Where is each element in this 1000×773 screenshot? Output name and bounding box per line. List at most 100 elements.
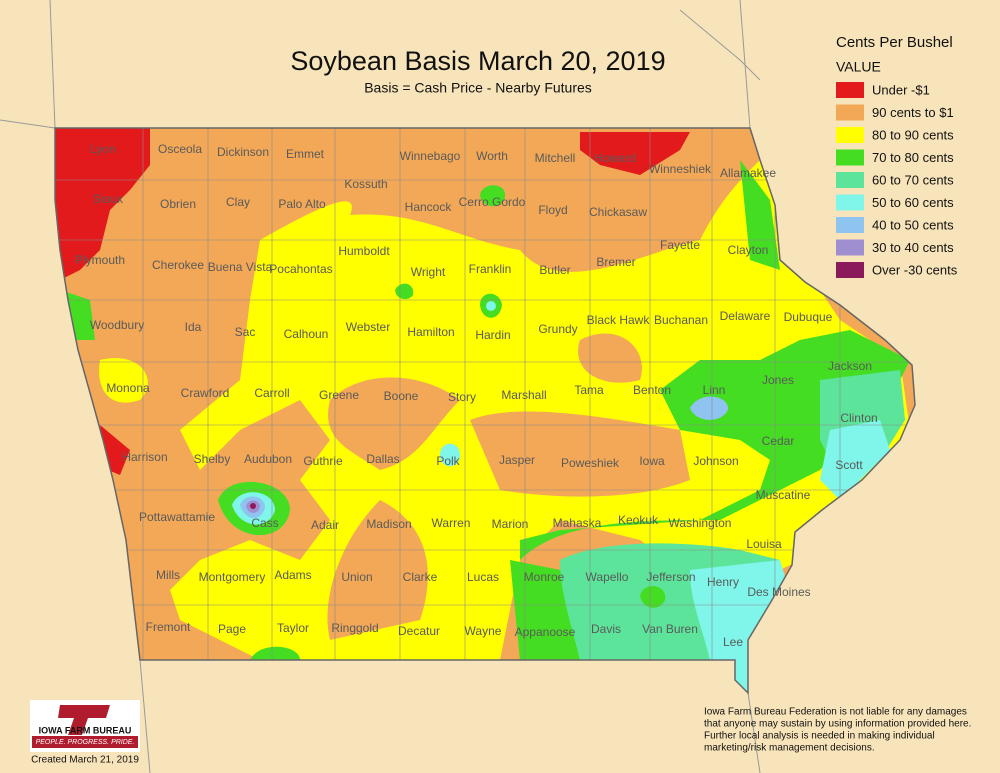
county-label: Montgomery <box>199 570 266 584</box>
county-label: Fayette <box>660 238 700 252</box>
county-label: Linn <box>703 383 726 397</box>
county-label: Jones <box>762 373 794 387</box>
subtitle: Basis = Cash Price - Nearby Futures <box>364 80 592 96</box>
county-label: Hardin <box>475 328 510 342</box>
logo-band <box>32 736 138 748</box>
county-label: Hamilton <box>407 325 454 339</box>
county-label: Palo Alto <box>278 197 326 211</box>
county-label: Shelby <box>194 452 231 466</box>
legend-label: Under -$1 <box>872 82 930 97</box>
basis-region <box>578 333 642 383</box>
basis-region <box>250 503 256 509</box>
logo-name: IOWA FARM BUREAU <box>39 725 132 735</box>
county-label: Henry <box>707 575 739 589</box>
county-labels: Lyon Osceola Dickinson Emmet Winnebago Worth M… <box>75 142 878 649</box>
legend-label: 30 to 40 cents <box>872 240 954 255</box>
legend-title: Cents Per Bushel <box>836 34 953 51</box>
county-label: Emmet <box>286 147 325 161</box>
disclaimer: Iowa Farm Bureau Federation is not liabl… <box>704 707 971 754</box>
legend-swatch <box>836 239 864 256</box>
county-label: Allamakee <box>720 166 776 180</box>
county-label: Des Moines <box>747 585 810 599</box>
basis-region <box>250 646 300 660</box>
county-label: Calhoun <box>284 327 329 341</box>
county-label: Grundy <box>538 322 577 336</box>
county-label: Keokuk <box>618 513 659 527</box>
county-label: Mills <box>156 568 180 582</box>
county-label: Wright <box>411 265 446 279</box>
basis-region <box>520 330 910 560</box>
legend-swatch <box>836 262 864 278</box>
county-label: Winneshiek <box>649 162 712 176</box>
basis-region <box>328 377 460 470</box>
county-label: Cedar <box>762 434 795 448</box>
county-label: Plymouth <box>75 253 125 267</box>
county-label: Buchanan <box>654 313 708 327</box>
legend-label: 50 to 60 cents <box>872 195 954 210</box>
legend: Cents Per Bushel VALUE Under -$1 90 cents… <box>836 34 958 278</box>
legend-label: 80 to 90 cents <box>872 127 954 142</box>
basis-region <box>480 185 505 207</box>
county-label: Kossuth <box>344 177 387 191</box>
legend-swatch <box>836 127 864 143</box>
legend-swatch <box>836 82 864 98</box>
legend-label: 70 to 80 cents <box>872 150 954 165</box>
created-date: Created March 21, 2019 <box>31 755 139 766</box>
county-label: Ringgold <box>331 621 378 635</box>
county-label: Johnson <box>693 454 738 468</box>
county-label: Washington <box>669 516 732 530</box>
county-label: Floyd <box>538 203 567 217</box>
county-label: Chickasaw <box>589 205 647 219</box>
county-label: Iowa <box>639 454 665 468</box>
county-label: Page <box>218 622 246 636</box>
county-label: Union <box>341 570 372 584</box>
logo-mark <box>58 705 110 735</box>
disclaimer-line: Further local analysis is needed in maki… <box>704 731 935 742</box>
legend-label: 40 to 50 cents <box>872 217 954 232</box>
basis-region <box>580 132 690 175</box>
legend-swatch <box>836 217 864 233</box>
county-label: Cass <box>251 516 278 530</box>
county-label: Davis <box>591 622 621 636</box>
basis-region <box>820 420 890 500</box>
county-label: Sac <box>235 325 256 339</box>
county-label: Dallas <box>366 452 399 466</box>
county-label: Black Hawk <box>587 313 651 327</box>
county-label: Jefferson <box>646 570 695 584</box>
county-label: Fremont <box>146 620 191 634</box>
county-label: Clayton <box>728 243 769 257</box>
county-label: Benton <box>633 383 671 397</box>
basis-region <box>55 128 150 280</box>
county-label: Clay <box>226 195 250 209</box>
county-label: Clarke <box>403 570 438 584</box>
county-label: Louisa <box>746 537 782 551</box>
basis-region <box>395 283 414 300</box>
county-label: Adair <box>311 518 339 532</box>
county-label: Humboldt <box>338 244 390 258</box>
basis-region <box>690 396 729 420</box>
logo: IOWA FARM BUREAU PEOPLE. PROGRESS. PRIDE… <box>30 700 140 766</box>
county-label: Monona <box>106 381 150 395</box>
legend-label: Over -30 cents <box>872 262 958 277</box>
county-label: Butler <box>539 263 570 277</box>
legend-swatch <box>836 104 864 121</box>
county-label: Story <box>448 390 476 404</box>
county-label: Mahaska <box>553 516 602 530</box>
county-label: Sioux <box>93 192 123 206</box>
basis-region <box>640 585 666 608</box>
disclaimer-line: Iowa Farm Bureau Federation is not liabl… <box>704 707 967 718</box>
basis-region <box>440 443 460 467</box>
county-label: Guthrie <box>303 454 343 468</box>
county-label: Taylor <box>277 621 309 635</box>
county-label: Carroll <box>254 386 289 400</box>
county-label: Howard <box>594 151 635 165</box>
county-label: Dickinson <box>217 145 269 159</box>
county-label: Franklin <box>469 262 512 276</box>
state-borders <box>0 0 761 773</box>
county-label: Greene <box>319 388 359 402</box>
county-label: Ida <box>185 320 202 334</box>
title: Soybean Basis March 20, 2019 <box>290 46 665 76</box>
county-label: Scott <box>835 458 863 472</box>
